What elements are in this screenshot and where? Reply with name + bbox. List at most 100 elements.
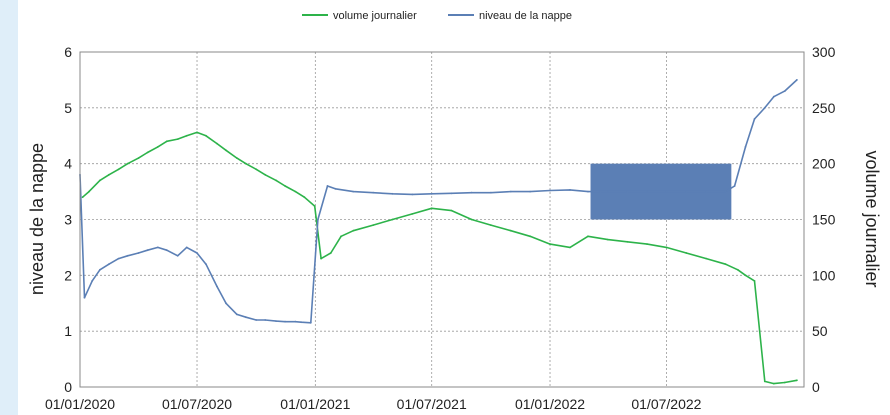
data-point (372, 224, 375, 227)
data-point (81, 196, 84, 199)
data-point (391, 192, 394, 195)
x-tick-label: 01/01/2021 (280, 396, 350, 412)
y-right-tick-label: 150 (812, 212, 836, 228)
data-point (185, 134, 188, 137)
y-right-tick-label: 250 (812, 100, 836, 116)
data-point (685, 252, 688, 254)
data-point (587, 235, 589, 238)
data-point (245, 162, 247, 165)
y-axis-right-title: volume journalier (862, 150, 882, 287)
y-axis-left-title: niveau de la nappe (27, 143, 47, 295)
data-point (724, 190, 727, 193)
data-point (126, 254, 129, 257)
data-point (225, 149, 227, 152)
data-point (763, 106, 766, 109)
data-point (156, 246, 159, 249)
legend: volume journalier niveau de la nappe (302, 10, 572, 22)
y-left-tick-label: 3 (64, 212, 72, 228)
data-point (450, 192, 453, 195)
data-point (391, 218, 394, 221)
data-point (607, 190, 609, 193)
y-right-tick-label: 0 (812, 379, 820, 395)
data-point (450, 209, 453, 212)
data-point (490, 224, 492, 227)
y-left-tick-label: 2 (64, 267, 72, 283)
data-point (196, 131, 198, 134)
data-point (303, 196, 306, 199)
data-point (156, 146, 159, 148)
y-left-tick-label: 1 (64, 323, 72, 339)
tick-labels: 0 1 2 3 4 5 6 0 50 100 150 200 250 300 01/01/2020 01/07… (45, 44, 836, 412)
data-point (196, 252, 198, 254)
data-point (569, 189, 571, 191)
data-point (326, 185, 329, 187)
data-point (607, 238, 609, 241)
data-point (137, 157, 140, 160)
data-point (569, 246, 571, 249)
data-point (245, 316, 247, 319)
data-point (646, 243, 648, 246)
data-point (275, 320, 277, 322)
data-point (340, 235, 342, 238)
data-point (783, 381, 786, 384)
data-point (411, 193, 414, 196)
data-point (313, 205, 316, 208)
y-right-tick-label: 50 (812, 323, 828, 339)
data-point (91, 280, 94, 282)
data-point (509, 190, 512, 193)
data-point (587, 190, 589, 193)
data-point (185, 246, 188, 249)
legend-label-volume-journalier: volume journalier (333, 10, 417, 22)
x-tick-label: 01/01/2022 (515, 396, 585, 412)
data-point (334, 187, 337, 190)
y-right-tick-label: 300 (812, 44, 836, 60)
data-point (317, 218, 319, 221)
data-point (529, 190, 531, 193)
data-point (783, 90, 786, 92)
data-point (264, 173, 267, 176)
x-tick-label: 01/01/2020 (45, 396, 115, 412)
y-left-tick-label: 0 (64, 379, 72, 395)
x-tick-label: 01/07/2022 (631, 396, 701, 412)
data-point (470, 191, 473, 194)
data-point (294, 190, 297, 193)
data-point (490, 191, 492, 194)
data-point (320, 257, 322, 260)
data-point (275, 179, 277, 182)
data-point (88, 190, 90, 193)
data-point (599, 190, 602, 193)
data-point (753, 118, 756, 120)
data-point (205, 134, 207, 137)
data-point (352, 190, 355, 193)
data-point (284, 185, 286, 187)
data-point (225, 302, 227, 305)
y-left-tick-label: 4 (64, 156, 72, 172)
data-point (108, 173, 110, 176)
data-point (352, 229, 355, 232)
data-point (137, 252, 140, 254)
data-point (763, 380, 766, 383)
data-point (796, 79, 798, 81)
legend-label-niveau-de-la-nappe: niveau de la nappe (479, 10, 572, 22)
data-point (146, 151, 149, 154)
y-right-tick-label: 200 (812, 156, 836, 172)
data-point (724, 263, 727, 266)
data-point (549, 243, 551, 246)
data-point (626, 240, 629, 243)
data-point (796, 379, 798, 382)
data-point (99, 268, 101, 271)
data-point (264, 319, 267, 321)
data-point (744, 146, 747, 148)
data-point (529, 235, 531, 238)
data-point (146, 249, 149, 252)
data-point (216, 285, 218, 288)
data-point (117, 168, 120, 171)
data-point (744, 274, 747, 277)
data-point (236, 157, 238, 160)
series-layer (79, 79, 798, 385)
y-left-tick-label: 6 (64, 44, 72, 60)
data-point (733, 185, 736, 187)
data-point (372, 191, 375, 194)
